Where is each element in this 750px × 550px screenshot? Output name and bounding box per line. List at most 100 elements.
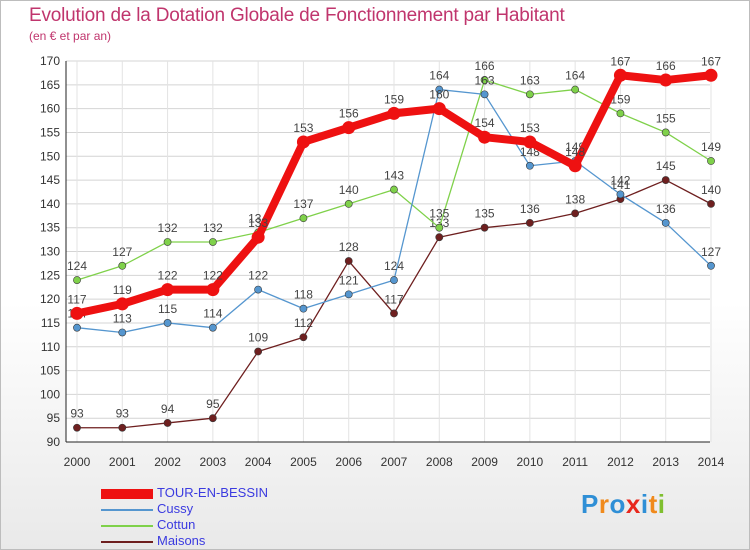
data-point — [118, 328, 127, 337]
data-point — [616, 190, 625, 199]
x-tick-label: 2013 — [652, 455, 679, 469]
data-label: 155 — [656, 111, 676, 125]
x-tick-label: 2014 — [698, 455, 725, 469]
x-tick-label: 2005 — [290, 455, 317, 469]
y-tick-label: 155 — [40, 125, 60, 139]
data-point — [480, 223, 489, 232]
y-tick-label: 160 — [40, 102, 60, 116]
y-tick-label: 115 — [41, 316, 60, 330]
data-point — [613, 68, 627, 82]
x-tick-label: 2001 — [109, 455, 136, 469]
data-label: 166 — [656, 59, 676, 73]
x-tick-label: 2003 — [200, 455, 227, 469]
logo-letter: i — [657, 489, 666, 519]
proxiti-logo: Proxiti — [581, 489, 665, 520]
data-label: 159 — [384, 92, 404, 106]
data-point — [525, 219, 534, 227]
data-point — [390, 185, 398, 194]
data-point — [296, 135, 310, 149]
data-label: 142 — [610, 173, 630, 187]
y-tick-label: 170 — [40, 54, 60, 68]
data-point — [435, 85, 444, 94]
data-point — [525, 90, 534, 99]
x-tick-label: 2009 — [471, 455, 498, 469]
data-label: 117 — [384, 292, 403, 306]
data-label: 159 — [610, 92, 630, 106]
data-label: 124 — [67, 259, 87, 273]
x-tick-label: 2007 — [381, 455, 408, 469]
data-label: 113 — [113, 311, 132, 325]
chart-subtitle: (en € et par an) — [29, 29, 112, 43]
data-label: 167 — [610, 54, 630, 68]
x-tick-label: 2011 — [562, 455, 588, 469]
y-tick-label: 140 — [40, 197, 60, 211]
y-tick-label: 145 — [40, 173, 60, 187]
legend-label: TOUR-EN-BESSIN — [157, 485, 268, 500]
legend-swatch — [101, 509, 153, 511]
data-label: 136 — [656, 202, 676, 216]
data-point — [478, 130, 492, 144]
data-label: 93 — [70, 407, 84, 421]
data-point — [659, 73, 673, 87]
data-point — [299, 214, 308, 223]
logo-letter: i — [640, 489, 649, 519]
data-point — [387, 106, 401, 120]
data-label: 153 — [520, 121, 540, 135]
data-point — [344, 199, 353, 208]
data-label: 133 — [429, 216, 449, 230]
data-point — [661, 219, 670, 227]
data-point — [344, 290, 353, 299]
logo-letter: o — [609, 489, 626, 519]
data-label: 164 — [565, 69, 585, 83]
data-label: 117 — [67, 292, 86, 306]
data-label: 143 — [384, 169, 404, 183]
data-point — [206, 283, 220, 297]
x-tick-label: 2002 — [154, 455, 181, 469]
data-label: 140 — [339, 183, 359, 197]
data-point — [523, 135, 537, 149]
data-label: 136 — [520, 202, 540, 216]
data-point — [73, 276, 81, 284]
legend-swatch — [101, 541, 153, 543]
x-tick-label: 2010 — [517, 455, 544, 469]
data-point — [571, 85, 580, 94]
data-point — [163, 419, 172, 427]
data-point — [480, 76, 489, 84]
data-point — [208, 238, 217, 246]
data-label: 122 — [203, 269, 223, 283]
data-point — [208, 323, 217, 332]
x-tick-label: 2004 — [245, 455, 272, 469]
data-point — [344, 257, 353, 265]
data-point — [118, 423, 127, 432]
data-label: 167 — [701, 54, 721, 68]
y-tick-label: 110 — [41, 340, 60, 354]
data-point — [251, 230, 265, 244]
data-point — [432, 102, 446, 116]
y-tick-label: 150 — [40, 149, 60, 163]
data-label: 121 — [339, 273, 359, 287]
data-point — [161, 283, 175, 297]
data-label: 137 — [293, 197, 313, 211]
y-tick-label: 135 — [40, 221, 60, 235]
data-label: 118 — [294, 288, 313, 302]
data-point — [480, 90, 489, 99]
data-point — [163, 319, 172, 327]
data-label: 94 — [161, 402, 175, 416]
data-point — [525, 161, 534, 170]
data-label: 145 — [656, 159, 676, 173]
data-point — [163, 238, 172, 246]
data-label: 163 — [520, 73, 540, 87]
data-label: 124 — [384, 259, 404, 273]
data-point — [390, 309, 398, 318]
data-point — [254, 285, 263, 294]
data-point — [390, 276, 398, 284]
data-point — [70, 306, 84, 320]
data-label: 138 — [565, 192, 585, 206]
data-point — [616, 109, 625, 118]
data-label: 93 — [116, 407, 130, 421]
data-label: 164 — [429, 69, 449, 83]
data-point — [118, 261, 127, 270]
y-tick-label: 125 — [40, 268, 60, 282]
